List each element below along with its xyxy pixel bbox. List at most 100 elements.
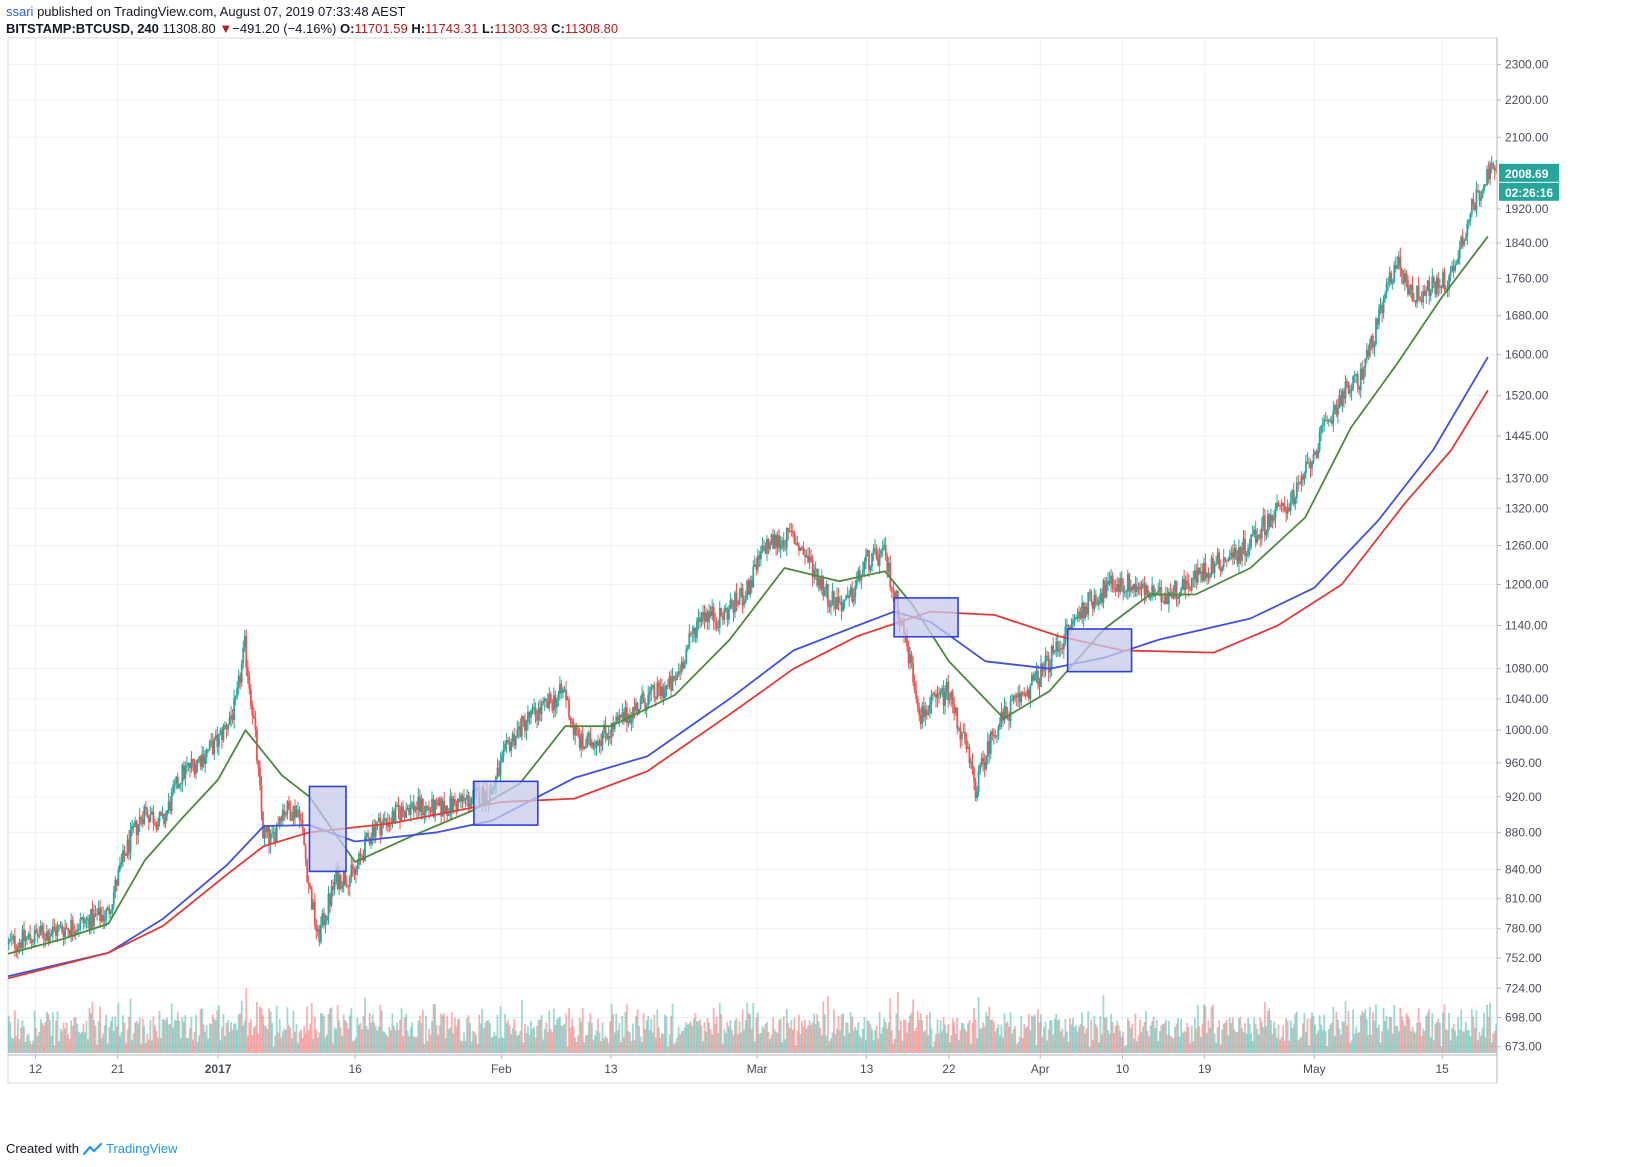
candle-body xyxy=(44,938,47,941)
candle-body xyxy=(1139,588,1141,590)
volume-bar xyxy=(1411,1026,1414,1053)
candle-body xyxy=(176,776,179,788)
volume-bar xyxy=(706,1017,709,1053)
volume-bar xyxy=(1037,1009,1039,1053)
candle-body xyxy=(1305,461,1307,473)
candle-body xyxy=(1298,482,1301,484)
candle-body xyxy=(35,929,38,934)
footer: Created with TradingView xyxy=(6,1141,178,1156)
candle-body xyxy=(625,707,628,724)
volume-bar xyxy=(831,1032,834,1053)
volume-bar xyxy=(208,1023,211,1053)
candle-body xyxy=(117,870,120,886)
volume-bar xyxy=(1163,1023,1166,1053)
volume-bar xyxy=(1244,1023,1246,1053)
candle-body xyxy=(1146,585,1149,593)
candle-body xyxy=(1402,275,1405,283)
volume-bar xyxy=(1161,1023,1164,1053)
volume-bar xyxy=(594,1035,596,1053)
volume-bar xyxy=(495,1035,497,1053)
volume-bar xyxy=(988,1006,991,1053)
volume-bar xyxy=(1260,1021,1263,1053)
volume-bar xyxy=(1254,1023,1257,1053)
candle-body xyxy=(632,707,634,720)
volume-bar xyxy=(766,1021,768,1053)
volume-bar xyxy=(278,1019,281,1053)
candle-body xyxy=(167,801,170,811)
volume-bar xyxy=(274,1035,277,1053)
candle-body xyxy=(291,819,293,821)
volume-bar xyxy=(1091,1039,1094,1053)
volume-bar xyxy=(709,1029,712,1053)
volume-bar xyxy=(510,1034,513,1053)
candle-body xyxy=(1495,167,1498,171)
candle-body xyxy=(511,733,514,742)
volume-bar xyxy=(1146,1030,1149,1053)
volume-bar xyxy=(642,1013,645,1053)
candle-body xyxy=(263,827,266,839)
candle-body xyxy=(201,754,204,767)
candle-body xyxy=(71,920,74,933)
candle-body xyxy=(1388,272,1391,283)
time-tick-label: 13 xyxy=(604,1062,618,1076)
candle-body xyxy=(1321,425,1324,427)
volume-bar xyxy=(743,1029,746,1053)
volume-bar xyxy=(644,1029,647,1053)
candle-body xyxy=(595,741,598,748)
volume-bar xyxy=(622,1036,625,1053)
candle-body xyxy=(1343,390,1345,399)
volume-bar xyxy=(1487,1016,1490,1053)
candle-body xyxy=(962,732,965,734)
volume-bar xyxy=(166,1017,169,1053)
volume-bar xyxy=(1160,1025,1163,1053)
price-tick-label: 960.00 xyxy=(1505,756,1542,770)
volume-bar xyxy=(1481,1027,1484,1053)
candle-body xyxy=(1183,579,1186,590)
candle-body xyxy=(942,688,945,706)
volume-bar xyxy=(610,1003,613,1053)
candle-body xyxy=(1193,570,1196,579)
candle-body xyxy=(326,915,328,921)
volume-bar xyxy=(399,1019,401,1053)
volume-bar xyxy=(1207,1020,1210,1053)
volume-bar xyxy=(1495,1023,1498,1053)
volume-bar xyxy=(1407,1015,1409,1053)
candle-body xyxy=(1263,515,1266,536)
candle-body xyxy=(227,725,229,730)
author-name[interactable]: ssari xyxy=(6,4,34,19)
candle-body xyxy=(1308,462,1310,464)
volume-bar xyxy=(1072,1017,1074,1053)
volume-bar xyxy=(1338,1028,1341,1053)
candle-body xyxy=(782,540,785,548)
volume-bar xyxy=(1248,1023,1251,1053)
candle-body xyxy=(164,815,167,824)
volume-bar xyxy=(74,1016,77,1053)
candle-body xyxy=(1472,199,1475,205)
volume-bar xyxy=(1256,1028,1259,1053)
volume-bar xyxy=(418,1015,421,1053)
candle-body xyxy=(555,698,558,708)
candle-body xyxy=(59,925,62,927)
volume-bar xyxy=(749,1014,752,1053)
volume-bar xyxy=(1139,1019,1141,1053)
candle-body xyxy=(1053,651,1056,653)
tradingview-logo[interactable]: TradingView xyxy=(82,1141,178,1156)
candle-body xyxy=(1061,648,1064,650)
volume-bar xyxy=(1439,1022,1441,1053)
volume-bar xyxy=(1006,1021,1009,1053)
volume-bar xyxy=(616,1030,619,1053)
candle-body xyxy=(399,810,401,821)
candle-body xyxy=(1480,197,1482,201)
volume-bar xyxy=(134,1022,137,1053)
volume-bar xyxy=(1088,1046,1091,1053)
candle-body xyxy=(83,920,86,924)
price-tick-label: 2200.00 xyxy=(1505,93,1549,107)
volume-bar xyxy=(481,1008,484,1053)
candle-body xyxy=(94,913,97,915)
volume-bar xyxy=(586,1034,589,1053)
candle-body xyxy=(440,798,443,817)
volume-bar xyxy=(1393,1005,1396,1053)
volume-bar xyxy=(1093,1016,1096,1053)
volume-bar xyxy=(1448,1012,1450,1053)
